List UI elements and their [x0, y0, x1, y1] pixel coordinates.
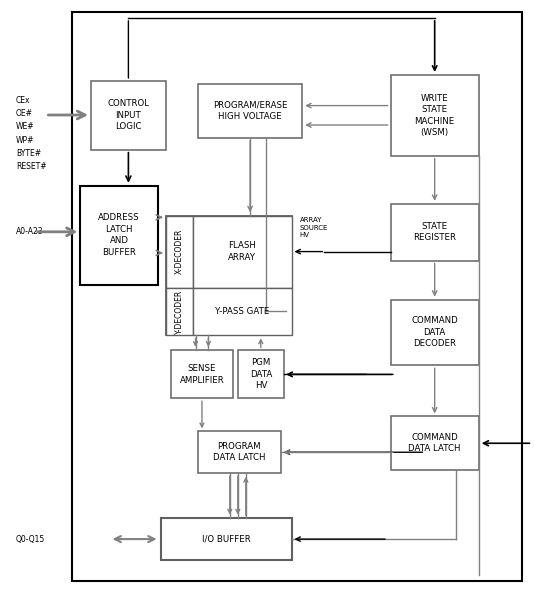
- Bar: [166, 288, 193, 335]
- Bar: [391, 300, 479, 365]
- Text: X-DECODER: X-DECODER: [175, 229, 184, 274]
- Bar: [391, 416, 479, 470]
- Text: WRITE
STATE
MACHINE
(WSM): WRITE STATE MACHINE (WSM): [415, 93, 455, 137]
- Text: Q0-Q15: Q0-Q15: [16, 534, 45, 544]
- Text: PROGRAM/ERASE
HIGH VOLTAGE: PROGRAM/ERASE HIGH VOLTAGE: [213, 101, 287, 121]
- Text: CEx: CEx: [16, 96, 30, 105]
- Text: SENSE
AMPLIFIER: SENSE AMPLIFIER: [180, 364, 224, 385]
- Bar: [166, 216, 193, 288]
- Text: ARRAY
SOURCE
HV: ARRAY SOURCE HV: [300, 217, 328, 238]
- Text: I/O BUFFER: I/O BUFFER: [202, 534, 250, 544]
- Text: FLASH
ARRAY: FLASH ARRAY: [228, 241, 256, 262]
- Text: COMMAND
DATA
DECODER: COMMAND DATA DECODER: [411, 316, 458, 349]
- Bar: [193, 216, 292, 288]
- Bar: [91, 81, 166, 150]
- Text: A0-A23: A0-A23: [16, 227, 44, 237]
- Text: Y-PASS GATE: Y-PASS GATE: [215, 307, 269, 316]
- Text: WP#: WP#: [16, 135, 35, 145]
- Text: STATE
REGISTER: STATE REGISTER: [413, 222, 456, 243]
- Text: RESET#: RESET#: [16, 162, 47, 171]
- Text: OE#: OE#: [16, 109, 33, 119]
- Bar: [391, 75, 479, 156]
- Bar: [391, 204, 479, 261]
- Text: CONTROL
INPUT
LOGIC: CONTROL INPUT LOGIC: [108, 99, 149, 131]
- Bar: [160, 518, 292, 560]
- Text: PROGRAM
DATA LATCH: PROGRAM DATA LATCH: [213, 442, 266, 462]
- Bar: [72, 12, 522, 581]
- Bar: [193, 288, 292, 335]
- Bar: [166, 216, 292, 335]
- Text: ADDRESS
LATCH
AND
BUFFER: ADDRESS LATCH AND BUFFER: [98, 213, 140, 257]
- Text: BYTE#: BYTE#: [16, 149, 41, 158]
- Bar: [198, 84, 302, 138]
- Text: COMMAND
DATA LATCH: COMMAND DATA LATCH: [408, 433, 461, 453]
- Bar: [80, 186, 158, 285]
- Bar: [171, 350, 233, 398]
- Bar: [198, 431, 281, 473]
- Text: PGM
DATA
HV: PGM DATA HV: [250, 358, 272, 391]
- Text: Y-DECODER: Y-DECODER: [175, 289, 184, 334]
- Bar: [238, 350, 284, 398]
- Text: WE#: WE#: [16, 122, 35, 132]
